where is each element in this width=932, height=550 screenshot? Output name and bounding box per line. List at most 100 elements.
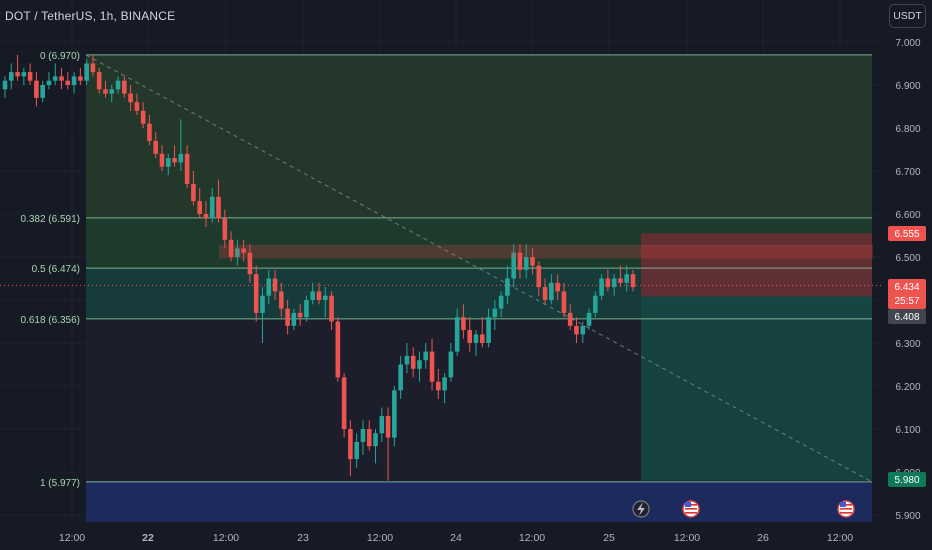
candle-body bbox=[71, 76, 77, 85]
candle-body bbox=[605, 278, 611, 288]
short-stop-zone bbox=[641, 233, 872, 297]
price-tick: 6.100 bbox=[895, 425, 920, 436]
candle-body bbox=[165, 158, 171, 167]
candle-body bbox=[260, 295, 265, 313]
candle-body bbox=[272, 278, 278, 292]
candle-body bbox=[78, 76, 83, 81]
candle-body bbox=[561, 291, 567, 313]
price-tick: 6.600 bbox=[895, 210, 920, 221]
price-tick: 6.700 bbox=[895, 167, 920, 178]
candle-body bbox=[247, 252, 253, 275]
candle-body bbox=[436, 381, 441, 391]
candle-body bbox=[398, 364, 403, 391]
target-price-badge bbox=[888, 472, 926, 487]
flag-stripe bbox=[685, 512, 697, 514]
candle-body bbox=[329, 295, 334, 322]
price-tick: 5.900 bbox=[895, 511, 920, 522]
time-axis[interactable]: 12:00 22 12:00 23 12:00 24 12:00 25 12:00 26 12:00 bbox=[59, 532, 853, 544]
candle-body bbox=[549, 282, 554, 300]
candle-body bbox=[392, 390, 397, 438]
candle-body bbox=[222, 218, 228, 240]
support-zone bbox=[86, 481, 872, 522]
candle-body bbox=[423, 351, 429, 361]
candle-body bbox=[235, 248, 240, 257]
candle-body bbox=[542, 287, 548, 300]
candle-body bbox=[209, 196, 215, 219]
trend-line bbox=[85, 54, 873, 483]
flag-stripe bbox=[685, 508, 697, 510]
flag-canton bbox=[840, 502, 846, 507]
candle-body bbox=[523, 257, 529, 270]
candle-body bbox=[178, 153, 184, 163]
candle-body bbox=[90, 63, 96, 73]
candle-body bbox=[536, 265, 542, 288]
candle-body bbox=[404, 355, 410, 365]
candle-body bbox=[159, 153, 165, 167]
candle-body bbox=[140, 110, 146, 124]
candle-body bbox=[448, 351, 454, 378]
candle-body bbox=[348, 429, 353, 460]
flag-canton bbox=[685, 502, 691, 507]
candle-body bbox=[172, 158, 177, 163]
candle-body bbox=[253, 274, 259, 313]
time-label: 12:00 bbox=[367, 532, 393, 544]
candle-body bbox=[147, 123, 152, 141]
candle-body bbox=[8, 72, 14, 81]
candle-body bbox=[618, 278, 623, 283]
candle-body bbox=[360, 429, 366, 442]
candle-body bbox=[454, 317, 460, 352]
candle-body bbox=[191, 183, 196, 202]
fib-zone bbox=[86, 54, 872, 218]
candle-body bbox=[555, 282, 560, 292]
candle-body bbox=[611, 278, 617, 288]
candle-body bbox=[65, 80, 71, 85]
fib-label: 1 (5.977) bbox=[40, 478, 80, 489]
candle-body bbox=[84, 63, 89, 81]
candle-body bbox=[46, 80, 52, 85]
time-label: 26 bbox=[757, 532, 769, 544]
entry-price-badge bbox=[888, 309, 926, 324]
candle-body bbox=[59, 76, 64, 81]
candle-body bbox=[322, 295, 328, 300]
candle-body bbox=[109, 89, 115, 94]
price-tick: 6.500 bbox=[895, 253, 920, 264]
price-tick: 6.900 bbox=[895, 81, 920, 92]
candle-body bbox=[128, 93, 133, 103]
candle-body bbox=[184, 153, 190, 184]
candle-body bbox=[103, 89, 108, 94]
fib-labels: 0 (6.970) 0.382 (6.591) 0.5 (6.474) 0.618 (… bbox=[21, 51, 81, 489]
candle-body bbox=[624, 274, 630, 283]
symbol-title[interactable]: DOT / TetherUS, 1h, BINANCE bbox=[5, 9, 176, 23]
short-target-zone bbox=[641, 296, 872, 481]
price-tick: 6.300 bbox=[895, 339, 920, 350]
candle-body bbox=[2, 80, 8, 90]
candle-body bbox=[530, 257, 535, 266]
candle-series bbox=[2, 54, 636, 481]
candle-body bbox=[15, 72, 20, 77]
candle-body bbox=[40, 85, 45, 98]
candle-body bbox=[366, 429, 372, 447]
lightning-icon bbox=[637, 502, 645, 516]
current-price-badge-value: 6.434 bbox=[894, 282, 919, 293]
candle-body bbox=[291, 312, 297, 326]
price-tick: 6.800 bbox=[895, 124, 920, 135]
candle-body bbox=[228, 239, 234, 257]
candle-body bbox=[34, 80, 39, 98]
candle-body bbox=[373, 433, 378, 447]
currency-button[interactable]: USDT bbox=[889, 4, 926, 28]
candle-body bbox=[479, 334, 485, 343]
stop-price-badge-value: 6.555 bbox=[894, 229, 919, 240]
candle-body bbox=[316, 291, 322, 300]
candle-body bbox=[580, 325, 586, 335]
candle-body bbox=[153, 140, 159, 154]
time-label: 22 bbox=[142, 532, 154, 544]
candle-body bbox=[27, 72, 33, 81]
candle-body bbox=[410, 355, 416, 369]
time-label: 12:00 bbox=[213, 532, 239, 544]
overlay-lines bbox=[0, 54, 882, 483]
candle-body bbox=[442, 377, 447, 391]
time-label: 12:00 bbox=[59, 532, 85, 544]
candle-body bbox=[304, 300, 309, 318]
price-axis[interactable]: 7.0006.9006.8006.7006.6006.5006.4006.300… bbox=[882, 0, 932, 550]
